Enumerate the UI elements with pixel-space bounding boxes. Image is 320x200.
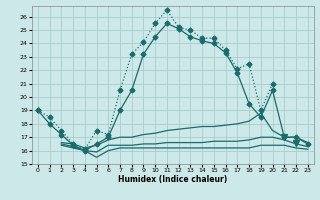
X-axis label: Humidex (Indice chaleur): Humidex (Indice chaleur) xyxy=(118,175,228,184)
